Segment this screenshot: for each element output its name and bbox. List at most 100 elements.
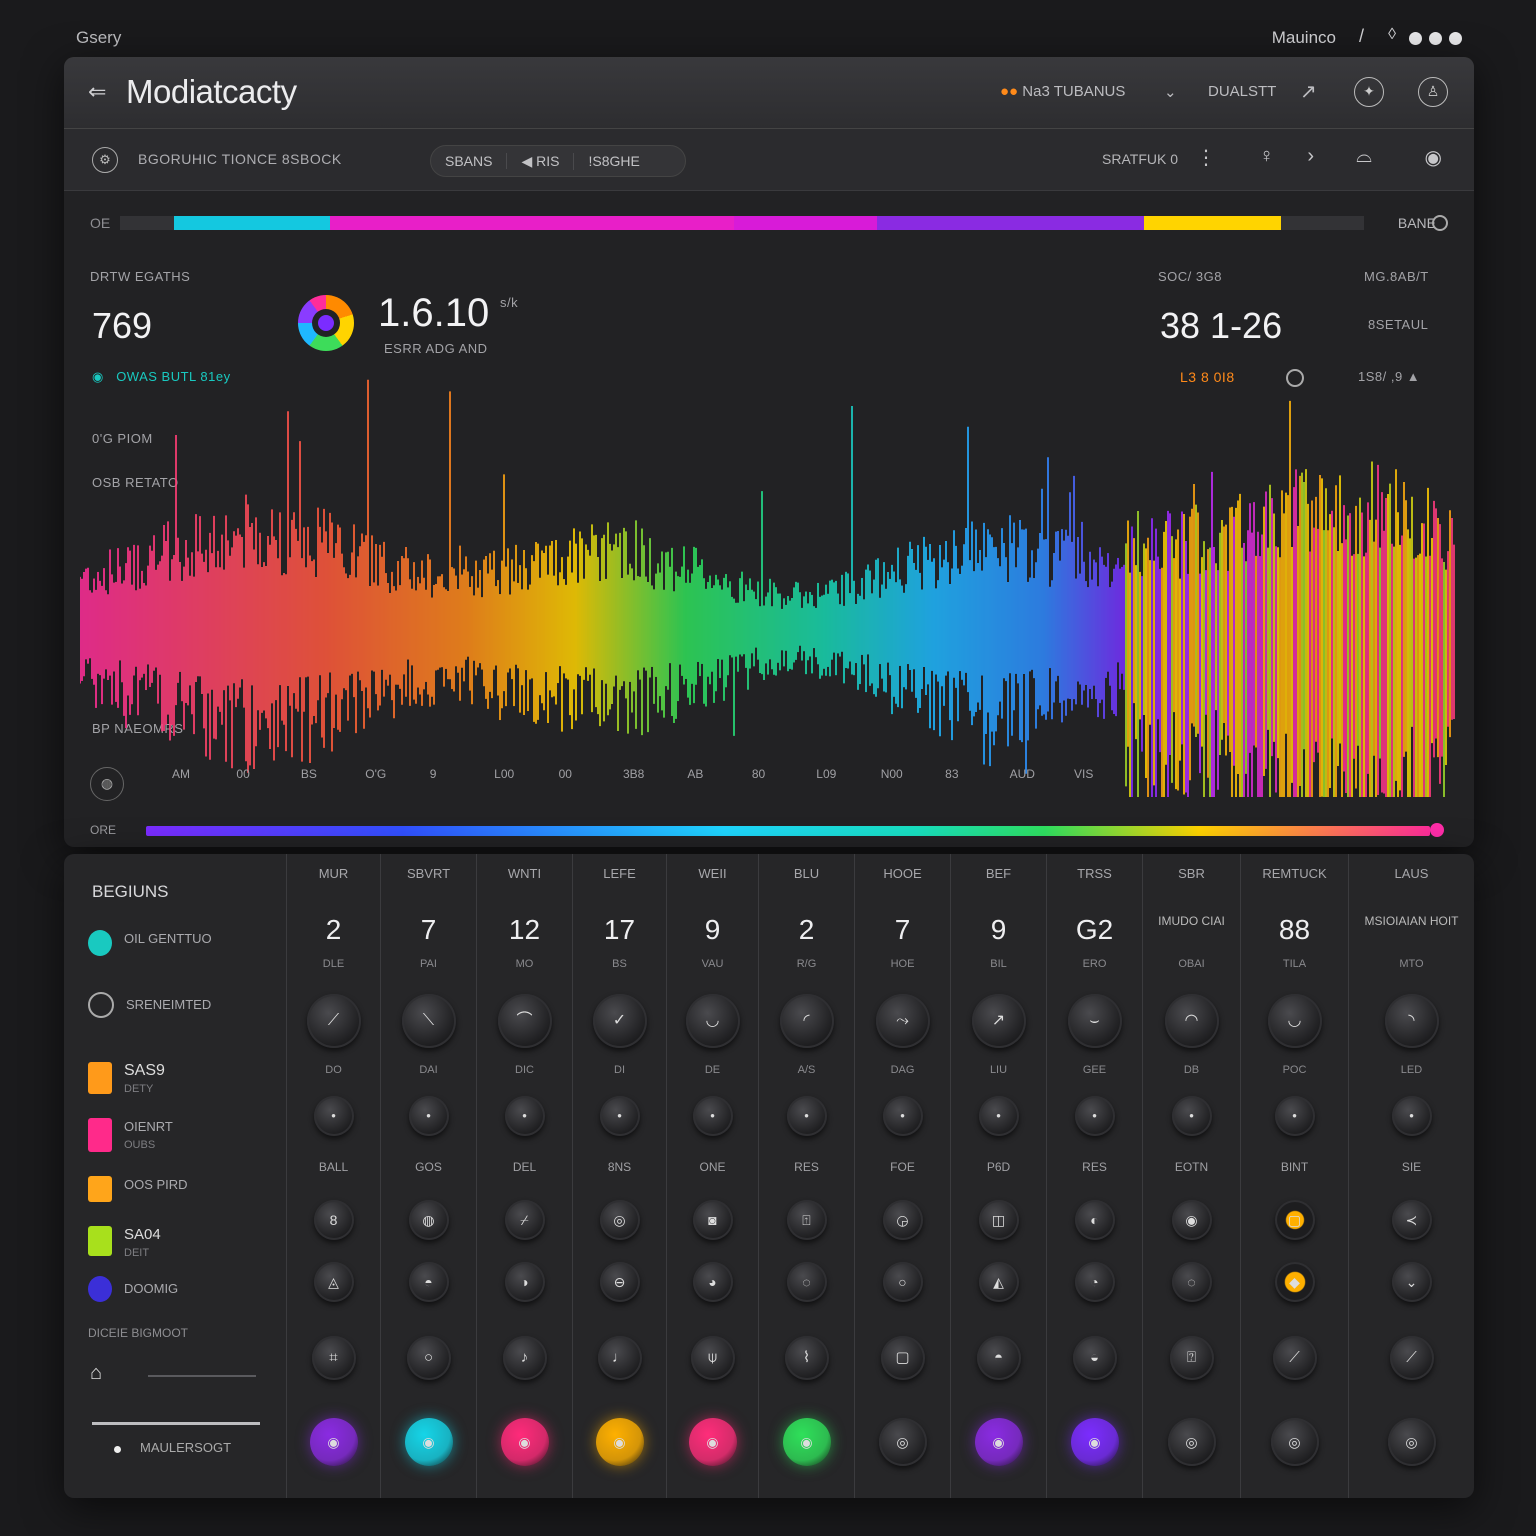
gain-knob[interactable]: ⟋: [306, 994, 361, 1048]
fx-button[interactable]: ◶: [882, 1200, 923, 1240]
spectrum-row[interactable]: ORE: [90, 820, 1446, 840]
globe-icon[interactable]: ◍: [90, 767, 124, 801]
pan-knob[interactable]: •: [786, 1096, 827, 1136]
channel-led-button[interactable]: ◉: [309, 1418, 358, 1466]
pan-knob[interactable]: •: [1274, 1096, 1315, 1136]
mode-button[interactable]: ◒: [1072, 1336, 1117, 1380]
fx-button[interactable]: ⍐: [786, 1200, 827, 1240]
pan-knob[interactable]: •: [1074, 1096, 1115, 1136]
gain-knob[interactable]: ⤳: [875, 994, 930, 1048]
send-button[interactable]: ◌: [786, 1262, 827, 1302]
gain-knob[interactable]: ◠: [1164, 994, 1219, 1048]
mode-button[interactable]: ⌇: [784, 1336, 829, 1380]
fx-button[interactable]: ◙: [692, 1200, 733, 1240]
header-menu-2[interactable]: DUALSTT: [1208, 83, 1277, 100]
send-button[interactable]: ◓: [408, 1262, 449, 1302]
window-controls[interactable]: [1409, 32, 1462, 45]
bucket-icon[interactable]: ⌓: [1356, 145, 1372, 167]
channel-led-button[interactable]: ◉: [1070, 1418, 1119, 1466]
mode-button[interactable]: ⟋: [1272, 1336, 1317, 1380]
compass-icon[interactable]: ✦: [1354, 77, 1384, 107]
fx-button[interactable]: ◎: [599, 1200, 640, 1240]
globe-icon[interactable]: ◉: [1424, 147, 1442, 169]
user-icon[interactable]: ♙: [1418, 77, 1448, 107]
sidebar-item[interactable]: DOOMIG: [88, 1276, 178, 1302]
fx-button[interactable]: ▢: [1274, 1200, 1315, 1240]
fx-button[interactable]: ◍: [408, 1200, 449, 1240]
legend-item[interactable]: ◉ OWAS BUTL 81ey: [92, 369, 231, 385]
mode-button[interactable]: ♪: [502, 1336, 547, 1380]
lightbulb-icon[interactable]: ♀: [1259, 145, 1274, 167]
sidebar-item[interactable]: OIL GENTTUO: [88, 930, 212, 956]
gain-knob[interactable]: ⌣: [1067, 994, 1122, 1048]
mode-button[interactable]: ▢: [880, 1336, 925, 1380]
chevron-right-icon[interactable]: ›: [1307, 145, 1314, 167]
back-arrow-icon[interactable]: ⇐: [88, 79, 107, 104]
sidebar-item[interactable]: SA04 DEIT: [88, 1226, 161, 1262]
pan-knob[interactable]: •: [599, 1096, 640, 1136]
send-button[interactable]: ◕: [692, 1262, 733, 1302]
channel-led-button[interactable]: ◉: [974, 1418, 1023, 1466]
spectrum-handle[interactable]: [1430, 823, 1444, 837]
pan-knob[interactable]: •: [978, 1096, 1019, 1136]
mode-button[interactable]: ♩: [597, 1336, 642, 1380]
segment-3[interactable]: !S8GHE: [588, 153, 640, 169]
spectrum-bar[interactable]: [146, 826, 1430, 836]
control-dot[interactable]: [1409, 32, 1422, 45]
send-button[interactable]: ⌄: [1391, 1262, 1432, 1302]
control-dot[interactable]: [1429, 32, 1442, 45]
external-link-icon[interactable]: ↗: [1300, 81, 1317, 103]
send-button[interactable]: ○: [882, 1262, 923, 1302]
channel-led-button[interactable]: ◎: [1387, 1418, 1436, 1466]
channel-led-button[interactable]: ◉: [782, 1418, 831, 1466]
send-button[interactable]: ◔: [1074, 1262, 1115, 1302]
home-icon[interactable]: ⌂: [90, 1362, 103, 1384]
timeline-progress[interactable]: OE BANE: [64, 207, 1474, 237]
gain-knob[interactable]: ◝: [1384, 994, 1439, 1048]
fx-button[interactable]: ◉: [1171, 1200, 1212, 1240]
gain-knob[interactable]: ◜: [779, 994, 834, 1048]
mode-button[interactable]: ⍦: [690, 1336, 735, 1380]
pan-knob[interactable]: •: [504, 1096, 545, 1136]
sidebar-item[interactable]: OOS PIRD: [88, 1176, 188, 1202]
fx-button[interactable]: ⌿: [504, 1200, 545, 1240]
mode-button[interactable]: ⟋: [1389, 1336, 1434, 1380]
channel-led-button[interactable]: ◎: [1167, 1418, 1216, 1466]
send-button[interactable]: ⊖: [599, 1262, 640, 1302]
send-button[interactable]: ◑: [504, 1262, 545, 1302]
sidebar-slider[interactable]: [92, 1422, 260, 1425]
sidebar-item[interactable]: SAS9 DETY: [88, 1062, 165, 1098]
sidebar-item[interactable]: OIENRT OUBS: [88, 1118, 173, 1154]
send-button[interactable]: ◌: [1171, 1262, 1212, 1302]
fx-button[interactable]: ≺: [1391, 1200, 1432, 1240]
waveform-visualizer[interactable]: [80, 377, 1456, 797]
mode-button[interactable]: ○: [406, 1336, 451, 1380]
more-vertical-icon[interactable]: ⋮: [1196, 147, 1216, 169]
header-menu-1[interactable]: ●● Na3 TUBANUS: [1000, 83, 1125, 100]
send-button[interactable]: ◆: [1274, 1262, 1315, 1302]
gain-knob[interactable]: ⌒: [497, 994, 552, 1048]
edit-icon[interactable]: /: [1358, 26, 1364, 46]
gain-knob[interactable]: ✓: [592, 994, 647, 1048]
channel-led-button[interactable]: ◉: [404, 1418, 453, 1466]
gain-knob[interactable]: ◡: [1267, 994, 1322, 1048]
channel-led-button[interactable]: ◎: [1270, 1418, 1319, 1466]
pan-knob[interactable]: •: [692, 1096, 733, 1136]
pan-knob[interactable]: •: [408, 1096, 449, 1136]
pan-knob[interactable]: •: [313, 1096, 354, 1136]
drop-icon[interactable]: ◊: [1388, 26, 1396, 43]
fx-button[interactable]: ◫: [978, 1200, 1019, 1240]
channel-led-button[interactable]: ◎: [878, 1418, 927, 1466]
pan-knob[interactable]: •: [1391, 1096, 1432, 1136]
pan-knob[interactable]: •: [1171, 1096, 1212, 1136]
gain-knob[interactable]: ⟍: [401, 994, 456, 1048]
caret-icon[interactable]: ⌄: [1164, 84, 1177, 101]
send-button[interactable]: ◬: [313, 1262, 354, 1302]
gain-knob[interactable]: ◡: [685, 994, 740, 1048]
segment-1[interactable]: SBANS: [431, 153, 508, 169]
channel-led-button[interactable]: ◉: [595, 1418, 644, 1466]
pan-knob[interactable]: •: [882, 1096, 923, 1136]
gear-icon[interactable]: ⚙: [92, 147, 118, 173]
send-button[interactable]: ◭: [978, 1262, 1019, 1302]
channel-led-button[interactable]: ◉: [688, 1418, 737, 1466]
